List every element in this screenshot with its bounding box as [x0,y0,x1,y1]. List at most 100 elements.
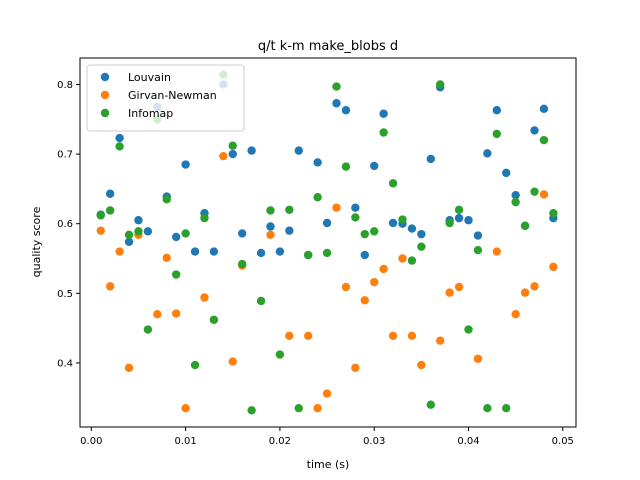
point-louvain-26 [341,106,351,115]
point-louvain-17 [256,248,266,258]
legend-label: Girvan-Newman [128,89,217,102]
point-infomap-20 [285,205,294,214]
point-infomap-7 [162,195,171,204]
point-infomap-39 [464,325,473,334]
point-girvan-newman-28 [436,336,445,345]
point-girvan-newman-16 [313,404,322,413]
point-girvan-newman-7 [171,309,181,318]
point-infomap-32 [398,215,407,224]
point-louvain-29 [370,161,379,171]
point-girvan-newman-19 [341,282,351,292]
point-louvain-19 [275,247,285,256]
x-axis-label: time (s) [307,458,350,471]
point-louvain-31 [388,218,398,228]
point-infomap-29 [370,227,379,236]
point-infomap-33 [407,256,417,265]
legend-marker [100,108,110,118]
point-louvain-40 [473,231,483,240]
point-girvan-newman-6 [162,253,171,263]
point-louvain-10 [190,247,200,256]
y-tick-label: 0.4 [57,358,73,369]
point-louvain-47 [539,104,549,114]
plot-frame [79,57,577,428]
point-infomap-8 [171,270,181,279]
point-infomap-45 [520,221,530,230]
point-girvan-newman-30 [454,282,464,292]
point-infomap-28 [360,229,369,239]
point-louvain-8 [171,232,181,242]
point-girvan-newman-23 [379,264,388,274]
point-infomap-1 [105,206,115,215]
point-infomap-34 [417,242,426,251]
y-tick-label: 0.7 [57,150,73,161]
legend-label: Infomap [128,107,173,120]
x-tick-label: 0.03 [363,436,385,447]
y-axis: 0.4 0.5 0.6 0.7 0.8 [57,80,80,369]
point-louvain-20 [285,226,294,235]
point-infomap-44 [511,197,520,207]
plot-area [96,70,558,415]
point-girvan-newman-17 [322,389,332,398]
point-infomap-42 [492,129,501,139]
point-infomap-43 [502,404,511,413]
point-girvan-newman-32 [492,247,501,256]
point-girvan-newman-29 [445,288,454,297]
point-girvan-newman-21 [360,296,369,305]
point-girvan-newman-0 [96,226,105,235]
legend-box [86,64,245,132]
point-louvain-16 [247,146,256,155]
x-tick-label: 0.05 [552,436,574,447]
point-louvain-34 [417,229,426,239]
point-infomap-40 [473,245,483,255]
point-infomap-9 [181,229,190,238]
point-louvain-15 [237,229,247,238]
point-louvain-23 [313,158,322,167]
point-louvain-21 [294,146,303,155]
point-louvain-42 [492,106,501,115]
point-girvan-newman-14 [285,331,294,340]
point-girvan-newman-31 [473,354,483,363]
point-infomap-18 [266,206,275,215]
point-infomap-15 [237,259,247,269]
point-infomap-36 [436,80,445,89]
point-girvan-newman-10 [219,151,228,161]
point-infomap-46 [530,187,539,196]
point-girvan-newman-37 [549,262,558,272]
point-infomap-5 [143,325,153,334]
x-tick-label: 0.04 [457,436,479,447]
point-louvain-46 [530,126,539,135]
y-tick-label: 0.6 [57,219,73,230]
chart-title: q/t k-m make_blobs d [258,39,398,54]
point-girvan-newman-8 [181,404,190,413]
point-louvain-9 [181,160,190,169]
point-infomap-37 [445,218,454,228]
x-tick-label: 0.00 [80,436,102,447]
point-infomap-0 [96,211,105,220]
point-infomap-47 [539,135,549,145]
point-infomap-48 [549,209,558,218]
point-infomap-38 [454,205,464,214]
x-axis: 0.00 0.01 0.02 0.03 0.04 0.05 [80,427,574,447]
legend-marker [100,90,110,100]
point-girvan-newman-24 [388,331,398,340]
x-tick-label: 0.01 [174,436,196,447]
point-infomap-27 [351,213,360,222]
point-infomap-23 [313,193,322,202]
point-louvain-24 [322,218,332,228]
point-louvain-25 [332,99,341,108]
point-louvain-12 [209,247,219,256]
point-infomap-19 [275,350,285,359]
point-louvain-14 [228,149,237,159]
point-girvan-newman-20 [351,363,360,373]
point-louvain-2 [115,133,124,143]
point-infomap-12 [209,315,219,324]
point-infomap-17 [256,296,266,306]
point-infomap-10 [190,360,200,370]
point-girvan-newman-1 [105,282,115,291]
point-girvan-newman-27 [417,360,426,370]
point-girvan-newman-9 [200,293,209,302]
point-infomap-22 [304,250,313,260]
point-infomap-30 [379,128,388,137]
point-girvan-newman-2 [115,247,124,256]
point-louvain-38 [454,213,464,223]
